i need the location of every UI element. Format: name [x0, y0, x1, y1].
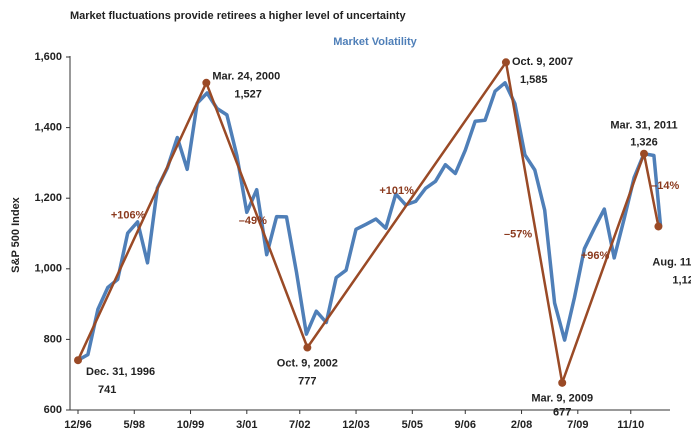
- y-tick-label: 600: [44, 404, 62, 416]
- change-label: –57%: [504, 228, 532, 240]
- point-date: Oct. 9, 2002: [277, 357, 338, 369]
- x-tick-label: 12/03: [342, 419, 370, 431]
- x-tick-label: 7/09: [567, 419, 588, 431]
- point-date: Oct. 9, 2007: [512, 56, 573, 68]
- trend-point: [654, 222, 663, 231]
- trend-point: [501, 58, 510, 67]
- y-tick-label: 1,400: [34, 122, 62, 134]
- y-tick-label: 800: [44, 333, 62, 345]
- x-tick-label: 5/05: [402, 419, 423, 431]
- point-date: Mar. 24, 2000: [212, 71, 280, 83]
- trend-point: [303, 343, 312, 352]
- x-tick-label: 2/08: [511, 419, 532, 431]
- trend-point: [640, 149, 649, 158]
- trend-point: [558, 378, 567, 387]
- point-date: Mar. 9, 2009: [531, 393, 593, 405]
- point-value: 1,120: [672, 274, 691, 286]
- trend-point: [74, 356, 82, 365]
- change-label: +101%: [379, 185, 414, 197]
- trend-point: [202, 78, 211, 87]
- x-tick-label: 3/01: [236, 419, 257, 431]
- chart-title: Market fluctuations provide retirees a h…: [70, 10, 406, 22]
- x-tick-label: 9/06: [455, 419, 476, 431]
- point-date: Dec. 31, 1996: [86, 366, 155, 378]
- change-label: +106%: [111, 209, 146, 221]
- point-value: 1,527: [234, 89, 262, 101]
- change-label: –14%: [651, 180, 679, 192]
- change-label: +96%: [581, 250, 610, 262]
- point-value: 741: [98, 384, 116, 396]
- x-tick-label: 10/99: [177, 419, 205, 431]
- point-value: 677: [553, 407, 571, 419]
- point-value: 777: [298, 375, 316, 387]
- point-date: Aug. 11, 2011: [652, 256, 691, 268]
- y-tick-label: 1,000: [34, 263, 62, 275]
- y-tick-label: 1,200: [34, 192, 62, 204]
- index-line: [77, 81, 663, 362]
- y-tick-label: 1,600: [34, 51, 62, 63]
- x-tick-label: 5/98: [124, 419, 145, 431]
- x-tick-label: 7/02: [289, 419, 310, 431]
- y-axis-label: S&P 500 Index: [10, 196, 22, 272]
- x-tick-label: 11/10: [617, 419, 644, 431]
- chart-subtitle: Market Volatility: [333, 36, 417, 48]
- point-date: Mar. 31, 2011: [610, 120, 677, 132]
- point-value: 1,326: [630, 137, 658, 149]
- x-tick-label: 12/96: [64, 419, 92, 431]
- change-label: –49%: [239, 215, 267, 227]
- point-value: 1,585: [520, 74, 548, 86]
